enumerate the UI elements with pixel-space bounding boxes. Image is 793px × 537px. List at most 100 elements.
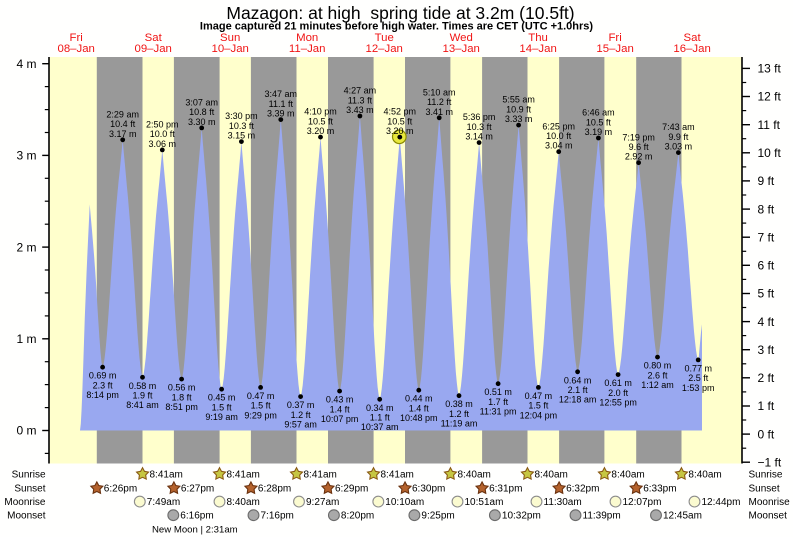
svg-text:8:41 am: 8:41 am <box>126 400 159 410</box>
svg-text:2.6 ft: 2.6 ft <box>647 370 668 380</box>
svg-text:8:40am: 8:40am <box>458 470 491 481</box>
svg-text:08–Jan: 08–Jan <box>58 43 95 55</box>
svg-text:3.19 m: 3.19 m <box>585 127 613 137</box>
svg-text:8:41am: 8:41am <box>381 470 414 481</box>
svg-text:9:25pm: 9:25pm <box>421 511 454 522</box>
svg-text:11:31 pm: 11:31 pm <box>480 407 517 417</box>
svg-text:11.3 ft: 11.3 ft <box>348 95 373 105</box>
svg-text:10:48 pm: 10:48 pm <box>400 413 438 423</box>
svg-text:0.45 m: 0.45 m <box>208 393 236 403</box>
svg-text:3.33 m: 3.33 m <box>505 114 533 124</box>
svg-text:12:44pm: 12:44pm <box>702 497 741 508</box>
svg-text:Moonrise: Moonrise <box>4 497 46 508</box>
svg-text:Fri: Fri <box>608 32 621 44</box>
svg-text:10:10am: 10:10am <box>385 497 424 508</box>
svg-text:2.92 m: 2.92 m <box>625 152 653 162</box>
svg-text:7 ft: 7 ft <box>758 230 775 244</box>
svg-text:2.0 ft: 2.0 ft <box>608 388 629 398</box>
svg-text:3.30 m: 3.30 m <box>188 117 216 127</box>
svg-text:1:53 pm: 1:53 pm <box>682 383 715 393</box>
svg-text:Sun: Sun <box>220 32 240 44</box>
svg-text:7:16pm: 7:16pm <box>261 511 294 522</box>
svg-text:16–Jan: 16–Jan <box>673 43 710 55</box>
svg-text:0.58 m: 0.58 m <box>129 381 157 391</box>
svg-text:1.7 ft: 1.7 ft <box>488 397 509 407</box>
svg-text:8:41am: 8:41am <box>227 470 260 481</box>
svg-text:2 m: 2 m <box>16 240 36 254</box>
svg-text:10–Jan: 10–Jan <box>212 43 249 55</box>
svg-text:2:50 pm: 2:50 pm <box>146 120 179 130</box>
svg-text:6:30pm: 6:30pm <box>412 484 445 495</box>
svg-text:11:19 am: 11:19 am <box>441 419 478 429</box>
svg-text:10.5 ft: 10.5 ft <box>586 117 612 127</box>
svg-text:5 ft: 5 ft <box>758 287 775 301</box>
svg-text:12:45am: 12:45am <box>663 511 702 522</box>
svg-text:7:43 am: 7:43 am <box>662 122 695 132</box>
svg-text:0.77 m: 0.77 m <box>684 363 712 373</box>
svg-text:Moonrise: Moonrise <box>749 497 791 508</box>
svg-text:3:47 am: 3:47 am <box>265 89 298 99</box>
svg-text:0.38 m: 0.38 m <box>445 399 473 409</box>
svg-text:12:55 pm: 12:55 pm <box>599 398 637 408</box>
svg-text:5:10 am: 5:10 am <box>423 87 456 97</box>
svg-text:0.80 m: 0.80 m <box>644 361 672 371</box>
svg-text:0.44 m: 0.44 m <box>405 394 433 404</box>
svg-text:4 m: 4 m <box>16 57 36 71</box>
svg-text:12:18 am: 12:18 am <box>559 395 597 405</box>
svg-text:3:07 am: 3:07 am <box>185 98 218 108</box>
svg-text:6:26pm: 6:26pm <box>104 484 137 495</box>
svg-text:10.3 ft: 10.3 ft <box>467 122 493 132</box>
svg-text:3.43 m: 3.43 m <box>346 105 374 115</box>
svg-text:3.14 m: 3.14 m <box>465 132 493 142</box>
svg-text:Fri: Fri <box>70 32 83 44</box>
svg-text:10.4 ft: 10.4 ft <box>110 119 136 129</box>
svg-text:Sunset: Sunset <box>749 484 780 495</box>
svg-text:1.5 ft: 1.5 ft <box>212 402 233 412</box>
svg-text:8:14 pm: 8:14 pm <box>86 390 119 400</box>
svg-text:3.20 m: 3.20 m <box>307 126 335 136</box>
svg-text:6:16pm: 6:16pm <box>180 511 213 522</box>
svg-text:0.56 m: 0.56 m <box>168 383 196 393</box>
svg-text:1.1 ft: 1.1 ft <box>370 413 391 423</box>
svg-text:3.04 m: 3.04 m <box>545 141 573 151</box>
svg-text:14–Jan: 14–Jan <box>519 43 556 55</box>
svg-text:4:27 am: 4:27 am <box>344 86 377 96</box>
svg-text:8:40am: 8:40am <box>688 470 721 481</box>
svg-text:1.4 ft: 1.4 ft <box>409 403 430 413</box>
svg-text:Moonset: Moonset <box>749 511 788 522</box>
svg-text:10.5 ft: 10.5 ft <box>308 116 334 126</box>
svg-text:4:10 pm: 4:10 pm <box>304 107 337 117</box>
svg-text:Sat: Sat <box>145 32 163 44</box>
svg-text:1 ft: 1 ft <box>758 399 775 413</box>
svg-text:10:51am: 10:51am <box>465 497 504 508</box>
svg-text:6:25 pm: 6:25 pm <box>542 121 575 131</box>
svg-text:8:20pm: 8:20pm <box>341 511 374 522</box>
svg-text:11 ft: 11 ft <box>758 118 781 132</box>
svg-text:11–Jan: 11–Jan <box>289 43 326 55</box>
svg-text:3.39 m: 3.39 m <box>267 109 295 119</box>
svg-text:1.2 ft: 1.2 ft <box>449 409 470 419</box>
svg-text:1.8 ft: 1.8 ft <box>172 392 193 402</box>
svg-text:3.20 m: 3.20 m <box>386 126 414 136</box>
svg-text:2:29 am: 2:29 am <box>106 109 139 119</box>
svg-text:0.61 m: 0.61 m <box>604 378 632 388</box>
svg-text:3.03 m: 3.03 m <box>665 142 693 152</box>
svg-text:Mon: Mon <box>296 32 318 44</box>
svg-text:0.51 m: 0.51 m <box>484 387 512 397</box>
svg-text:Tue: Tue <box>375 32 394 44</box>
svg-text:09–Jan: 09–Jan <box>135 43 172 55</box>
svg-text:3:30 pm: 3:30 pm <box>225 111 258 121</box>
svg-text:5:36 pm: 5:36 pm <box>463 112 496 122</box>
svg-text:4 ft: 4 ft <box>758 315 775 329</box>
svg-text:6:33pm: 6:33pm <box>643 484 676 495</box>
svg-text:9 ft: 9 ft <box>758 174 775 188</box>
svg-text:6 ft: 6 ft <box>758 259 775 273</box>
svg-text:1.9 ft: 1.9 ft <box>132 391 153 401</box>
svg-text:Sunrise: Sunrise <box>749 470 783 481</box>
svg-text:10:07 pm: 10:07 pm <box>321 414 359 424</box>
svg-text:0.34 m: 0.34 m <box>366 403 394 413</box>
svg-text:2 ft: 2 ft <box>758 371 775 385</box>
svg-text:7:19 pm: 7:19 pm <box>622 132 655 142</box>
svg-text:0.37 m: 0.37 m <box>287 400 315 410</box>
svg-text:10 ft: 10 ft <box>758 146 782 160</box>
